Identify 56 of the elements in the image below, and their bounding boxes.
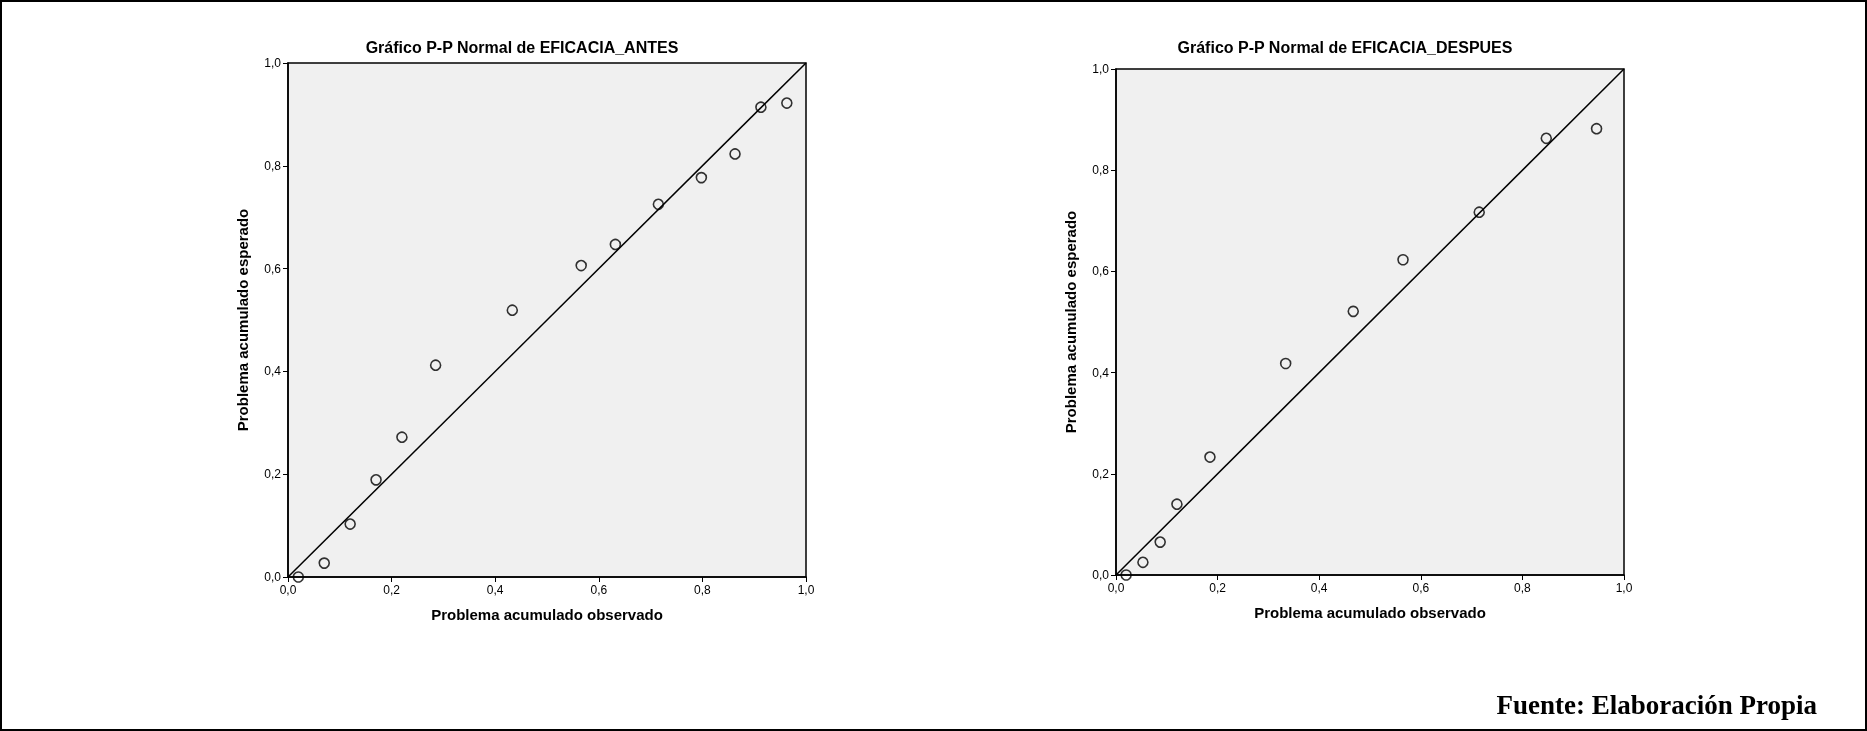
point xyxy=(652,198,665,211)
point xyxy=(1137,556,1149,569)
y-axis-title: Problema acumulado esperado xyxy=(1062,210,1079,434)
point xyxy=(1397,253,1409,266)
y-tick-label: 0,8 xyxy=(1092,163,1110,178)
point xyxy=(396,431,408,443)
point xyxy=(1154,536,1166,548)
y-tick-label: 1,0 xyxy=(264,56,282,70)
point xyxy=(370,474,382,486)
y-tick-label: 0,2 xyxy=(1092,466,1110,481)
point xyxy=(609,238,622,251)
y-tick-label: 0,6 xyxy=(264,261,282,276)
x-tick-label: 1,0 xyxy=(797,583,815,597)
point xyxy=(729,148,741,160)
y-tick-label: 0,4 xyxy=(1092,365,1110,380)
x-tick-label: 0,2 xyxy=(1209,581,1227,595)
y-tick-label: 0,2 xyxy=(264,467,282,482)
point xyxy=(1204,451,1216,463)
x-tick-label: 0,4 xyxy=(486,583,504,597)
point xyxy=(344,518,356,530)
y-tick-label: 0,6 xyxy=(1092,264,1110,279)
y-tick-label: 0,4 xyxy=(264,364,282,379)
x-tick-label: 0,8 xyxy=(694,583,712,597)
point xyxy=(292,571,305,583)
point xyxy=(318,557,331,569)
x-axis-title: Problema acumulado observado xyxy=(1254,604,1486,621)
x-tick-label: 1,0 xyxy=(1615,581,1633,595)
point xyxy=(781,97,793,109)
x-tick-label: 0,0 xyxy=(1107,581,1125,595)
point xyxy=(755,101,767,113)
point xyxy=(1120,569,1132,581)
point xyxy=(429,359,442,372)
y-tick-label: 0,0 xyxy=(264,570,282,584)
point xyxy=(695,171,708,184)
x-tick-label: 0,4 xyxy=(1310,581,1328,595)
y-axis-title: Problema acumulado esperado xyxy=(234,208,251,432)
x-tick-label: 0,0 xyxy=(279,583,297,597)
point xyxy=(1347,305,1360,318)
chart-title: Gráfico P-P Normal de EFICACIA_DESPUES xyxy=(1177,38,1513,56)
point xyxy=(1279,357,1292,370)
x-axis-title: Problema acumulado observado xyxy=(431,606,663,623)
point xyxy=(1171,498,1183,510)
point xyxy=(1540,132,1553,145)
y-tick-label: 1,0 xyxy=(1092,62,1110,76)
y-tick-label: 0,8 xyxy=(264,158,282,173)
x-tick-label: 0,6 xyxy=(590,583,608,597)
chart-title: Gráfico P-P Normal de EFICACIA_ANTES xyxy=(365,38,679,56)
x-tick-label: 0,2 xyxy=(383,583,401,597)
point xyxy=(575,259,587,272)
point xyxy=(1590,122,1603,135)
point xyxy=(1473,206,1486,218)
point xyxy=(506,304,519,317)
source-note: Fuente: Elaboración Propia xyxy=(1496,690,1817,721)
y-tick-label: 0,0 xyxy=(1092,568,1110,582)
x-tick-label: 0,8 xyxy=(1514,581,1532,595)
x-tick-label: 0,6 xyxy=(1412,581,1430,595)
